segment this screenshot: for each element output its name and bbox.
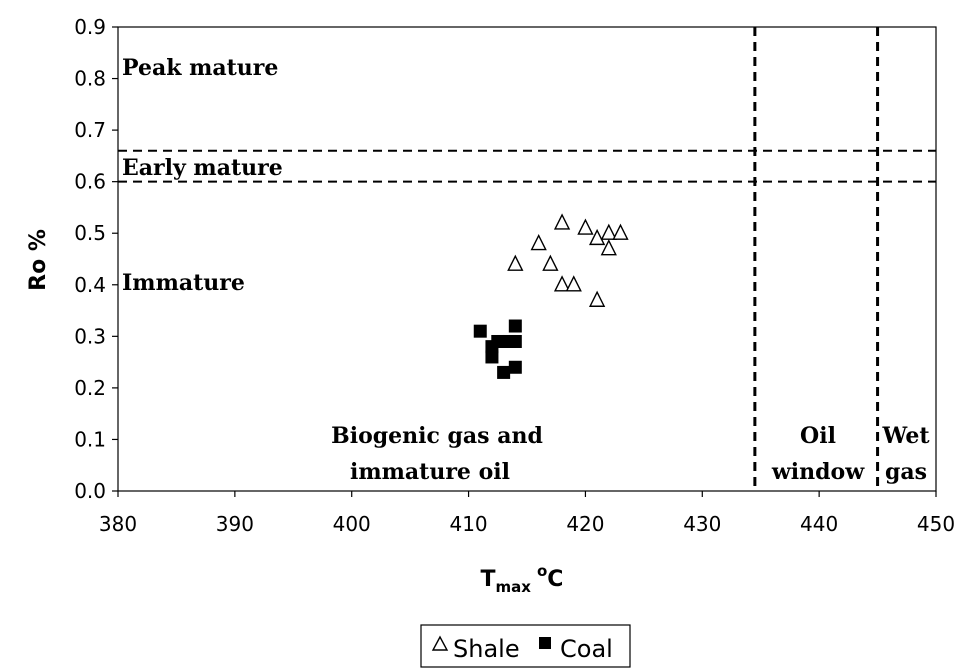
annotation-biogenic-line2: immature oil [350,459,510,485]
plot-frame [117,26,937,492]
annotation-peak-mature: Peak mature [122,55,278,81]
coal-point [508,360,522,374]
shale-point [507,254,524,271]
y-tick-label: 0.3 [74,324,106,348]
annotation-oil-line1: Oil [800,423,836,449]
legend: Shale Coal [420,624,631,668]
annotation-biogenic-line1: Biogenic gas and [331,423,543,449]
y-tick-label: 0.4 [74,273,106,297]
annotation-wetgas-line1: Wet [881,423,930,449]
reference-lines [118,27,936,491]
shale-point [553,213,571,230]
x-tick-label: 440 [800,512,838,536]
legend-marker-shale [431,635,449,651]
shale-point [553,275,571,292]
y-tick-label: 0.5 [74,221,106,245]
y-tick-label: 0.7 [74,118,106,142]
y-tick-label: 0.0 [74,479,106,503]
x-tick-label: 380 [99,512,137,536]
coal-point [497,365,511,379]
legend-marker-coal [539,637,551,649]
annotation-immature: Immature [122,270,245,296]
coal-point [473,324,487,338]
shale-point [600,239,617,256]
annotation-oil-line2: window [771,459,865,485]
x-tick-label: 390 [216,512,254,536]
legend-box [420,624,631,668]
y-tick-label: 0.2 [74,376,106,400]
x-tick-label: 430 [683,512,721,536]
x-tick-label: 420 [566,512,604,536]
coal-point [508,319,522,333]
y-tick-label: 0.6 [74,170,106,194]
shale-point [612,223,629,240]
shale-point [565,275,582,292]
data-points [473,213,629,379]
x-tick-label: 410 [449,512,487,536]
annotation-wetgas-line2: gas [885,459,927,485]
x-tick-label: 400 [333,512,371,536]
y-axis-title: Ro % [26,229,51,291]
coal-point [508,334,522,348]
shale-point [600,223,617,240]
annotation-early-mature: Early mature [122,155,283,181]
shale-point [530,233,547,251]
legend-label-shale: Shale [453,635,520,663]
x-axis: 380 390 400 410 420 430 440 450 [99,491,955,536]
y-tick-label: 0.8 [74,67,106,91]
legend-label-coal: Coal [560,635,613,663]
x-axis-title: TmaxoC [481,562,564,596]
shale-point [588,228,606,246]
y-tick-label: 0.1 [74,427,106,451]
coal-point [485,350,499,364]
shale-point [542,254,559,271]
shale-point [577,218,594,235]
shale-point [588,290,606,307]
x-tick-label: 450 [917,512,955,536]
plot-area [117,26,937,492]
y-axis: 0.0 0.1 0.2 0.3 0.4 0.5 0.6 0.7 0.8 0.9 [74,15,118,503]
y-tick-label: 0.9 [74,15,106,39]
